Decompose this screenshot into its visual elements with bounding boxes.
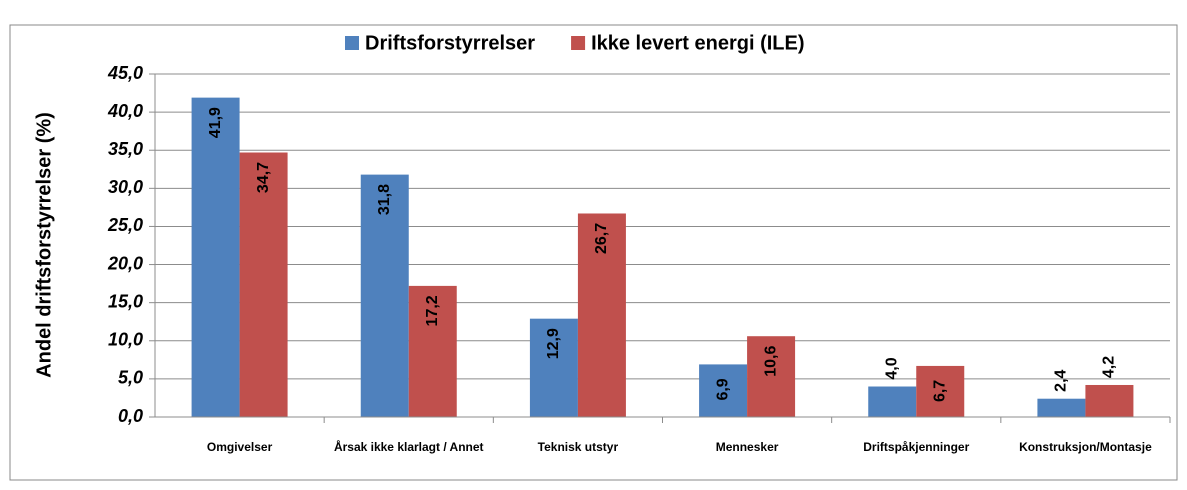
data-label: 6,9 xyxy=(714,378,731,400)
bar xyxy=(360,174,409,417)
legend-label: Ikke levert energi (ILE) xyxy=(591,32,804,54)
x-tick-label: Teknisk utstyr xyxy=(537,440,619,454)
bar xyxy=(747,336,796,417)
bar xyxy=(529,318,578,417)
x-tick-label: Mennesker xyxy=(715,440,779,454)
data-label: 4,0 xyxy=(883,357,900,379)
data-label: 34,7 xyxy=(255,162,272,193)
bar xyxy=(868,386,917,417)
bar xyxy=(577,213,626,417)
data-label: 31,8 xyxy=(376,184,393,215)
data-label: 10,6 xyxy=(762,346,779,377)
y-tick-label: 45,0 xyxy=(107,63,143,83)
data-label: 41,9 xyxy=(207,107,224,138)
data-label: 4,2 xyxy=(1101,356,1118,378)
bar xyxy=(916,365,965,417)
data-label: 12,9 xyxy=(545,328,562,359)
x-tick-label: Driftspåkjenninger xyxy=(863,440,970,454)
legend-label: Driftsforstyrrelser xyxy=(365,32,535,54)
y-tick-label: 30,0 xyxy=(108,177,143,197)
data-label: 2,4 xyxy=(1053,369,1070,391)
x-tick-label: Konstruksjon/Montasje xyxy=(1019,440,1152,454)
y-axis-title: Andel driftsforstyrrelser (%) xyxy=(33,112,55,378)
y-tick-label: 0,0 xyxy=(118,406,143,426)
y-tick-label: 15,0 xyxy=(108,291,143,311)
legend-swatch xyxy=(345,36,359,50)
x-tick-label: Omgivelser xyxy=(206,440,273,454)
x-tick-label: Årsak ikke klarlagt / Annet xyxy=(333,440,484,454)
y-tick-label: 25,0 xyxy=(107,215,143,235)
y-tick-label: 20,0 xyxy=(107,253,143,273)
data-label: 6,7 xyxy=(931,380,948,402)
data-label: 26,7 xyxy=(593,223,610,254)
bar xyxy=(1085,384,1134,417)
data-label: 17,2 xyxy=(424,295,441,326)
y-tick-label: 40,0 xyxy=(107,101,143,121)
bar xyxy=(191,97,240,417)
y-tick-label: 35,0 xyxy=(108,139,143,159)
bar xyxy=(1037,398,1086,417)
y-tick-label: 10,0 xyxy=(108,330,143,350)
bar xyxy=(699,364,748,417)
bar xyxy=(408,285,457,417)
bar xyxy=(239,152,288,417)
y-tick-label: 5,0 xyxy=(118,368,143,388)
legend-swatch xyxy=(571,36,586,50)
